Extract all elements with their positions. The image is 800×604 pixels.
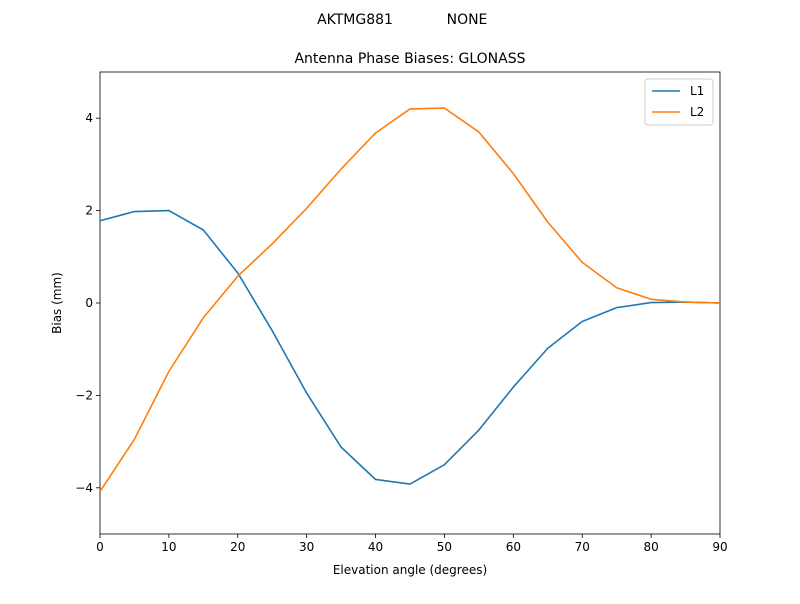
x-tick-label: 0 <box>96 540 104 554</box>
y-tick-label: 2 <box>85 204 93 218</box>
y-tick-label: −4 <box>75 481 93 495</box>
suptitle-station: AKTMG881 <box>317 12 393 28</box>
x-tick-label: 10 <box>161 540 176 554</box>
legend-label-l1: L1 <box>690 84 704 98</box>
y-tick-label: −2 <box>75 388 93 402</box>
plot-area <box>99 71 721 535</box>
x-tick-label: 30 <box>299 540 314 554</box>
y-tick-label: 4 <box>85 111 93 125</box>
y-axis-ticks: −4 −2 0 2 4 <box>75 111 100 495</box>
x-tick-label: 50 <box>437 540 452 554</box>
plot-frame <box>99 71 721 535</box>
x-tick-label: 90 <box>712 540 727 554</box>
x-tick-label: 70 <box>575 540 590 554</box>
x-tick-label: 20 <box>230 540 245 554</box>
y-tick-label: 0 <box>85 296 93 310</box>
legend-label-l2: L2 <box>690 105 704 119</box>
x-axis-ticks: 0 10 20 30 40 50 60 70 80 90 <box>96 534 728 554</box>
series-line-l1 <box>99 209 721 485</box>
x-axis-label: Elevation angle (degrees) <box>333 563 487 577</box>
x-tick-label: 60 <box>506 540 521 554</box>
x-tick-label: 80 <box>643 540 658 554</box>
legend: L1 L2 <box>644 78 714 126</box>
suptitle-radome: NONE <box>447 12 488 28</box>
series-line-l2 <box>99 107 721 492</box>
x-tick-label: 40 <box>368 540 383 554</box>
y-axis-label: Bias (mm) <box>50 272 64 334</box>
chart-title: Antenna Phase Biases: GLONASS <box>294 51 525 67</box>
